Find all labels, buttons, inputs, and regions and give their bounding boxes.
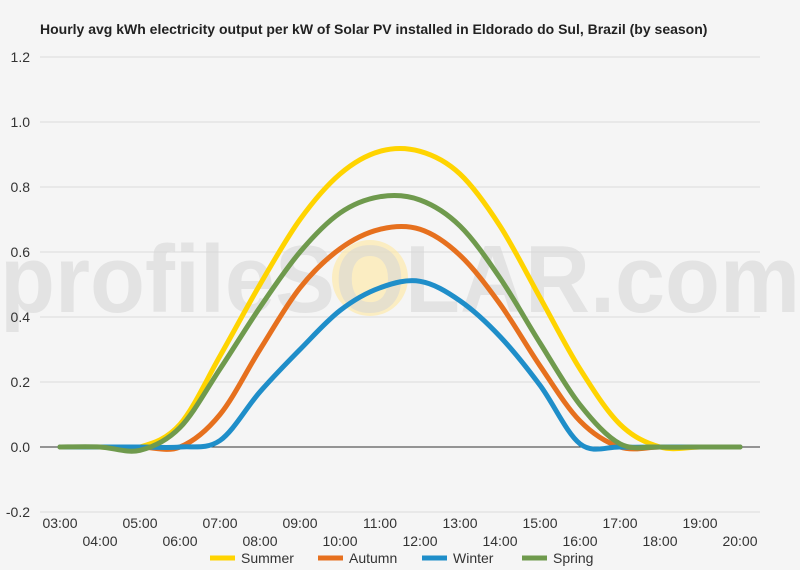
watermark-sun-icon (332, 240, 408, 316)
legend-label: Summer (241, 550, 294, 566)
legend-label: Spring (553, 550, 593, 566)
x-tick-label: 19:00 (682, 515, 717, 531)
series (57, 145, 743, 454)
chart-title: Hourly avg kWh electricity output per kW… (40, 21, 707, 37)
x-tick-label: 11:00 (363, 515, 397, 531)
x-tick-label: 09:00 (282, 515, 317, 531)
y-tick-label: -0.2 (6, 504, 30, 520)
y-tick-label: 0.0 (11, 439, 31, 455)
x-tick-label: 04:00 (82, 533, 117, 549)
x-tick-label: 17:00 (602, 515, 637, 531)
y-tick-label: 1.0 (11, 114, 31, 130)
legend-label: Winter (453, 550, 494, 566)
x-tick-label: 14:00 (482, 533, 517, 549)
y-axis-ticks: -0.2 0.0 0.2 0.4 0.6 0.8 1.0 1.2 (6, 49, 30, 520)
x-tick-label: 20:00 (722, 533, 757, 549)
legend: Summer Autumn Winter Spring (210, 550, 593, 566)
x-tick-label: 12:00 (402, 533, 437, 549)
y-tick-label: 0.2 (11, 374, 31, 390)
x-tick-label: 03:00 (42, 515, 77, 531)
x-tick-label: 07:00 (202, 515, 237, 531)
x-tick-label: 05:00 (122, 515, 157, 531)
x-tick-label: 08:00 (242, 533, 277, 549)
legend-label: Autumn (349, 550, 397, 566)
watermark-text: profileSOLAR.com (0, 226, 800, 333)
x-tick-label: 13:00 (442, 515, 477, 531)
y-tick-label: 0.8 (11, 179, 31, 195)
series-line-spring (57, 193, 743, 454)
x-tick-label: 18:00 (642, 533, 677, 549)
y-tick-label: 1.2 (11, 49, 31, 65)
x-tick-label: 06:00 (162, 533, 197, 549)
x-tick-label: 10:00 (322, 533, 357, 549)
x-axis-ticks: 03:00 04:00 05:00 06:00 07:00 08:00 09:00 10:00… (42, 515, 757, 549)
x-tick-label: 16:00 (562, 533, 597, 549)
y-tick-label: 0.4 (11, 309, 31, 325)
watermark-logo: profileSOLAR.com (0, 226, 800, 333)
x-tick-label: 15:00 (522, 515, 557, 531)
y-tick-label: 0.6 (11, 244, 31, 260)
